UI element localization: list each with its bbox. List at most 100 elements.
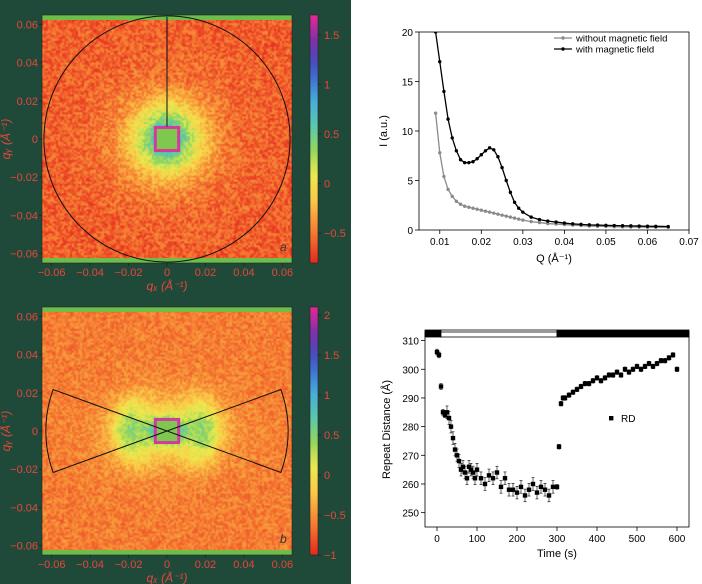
data-point — [521, 218, 525, 222]
colorbar — [309, 306, 319, 556]
data-point — [475, 157, 479, 161]
data-point — [622, 367, 628, 372]
data-point — [529, 219, 533, 224]
data-point — [586, 381, 592, 386]
data-point — [450, 136, 454, 140]
data-point — [554, 484, 560, 490]
saxs-heatmap-b: −0.06 −0.04 −0.02 0 0.02 0.04 0.06 0.06 0.04 0.02… — [0, 292, 351, 584]
data-point — [471, 159, 475, 164]
series-0 — [433, 111, 670, 230]
legend-marker — [609, 416, 614, 421]
data-point — [546, 221, 550, 226]
y-tick-label: −0.04 — [10, 502, 38, 514]
y-tick-label: 0.06 — [17, 20, 38, 32]
data-point — [646, 361, 652, 366]
data-point — [606, 372, 612, 378]
data-point — [462, 160, 467, 165]
data-point — [654, 224, 658, 229]
y-tick-label: 0.04 — [17, 350, 38, 362]
x-tick-label: 0.06 — [272, 267, 293, 279]
legend-label: with magnetic field — [575, 45, 654, 56]
x-axis-label: qₓ (Å⁻¹) — [147, 278, 188, 292]
data-point — [537, 220, 542, 225]
data-point — [658, 358, 664, 363]
detector-edge-bottom — [42, 258, 292, 263]
x-tick-label: 0 — [434, 534, 440, 545]
field-bar-on — [556, 329, 690, 338]
colorbar-tick-label: −0.5 — [324, 228, 346, 240]
y-tick-label: 290 — [402, 394, 419, 405]
colorbar-tick-label: 0.5 — [324, 430, 339, 442]
detector-edge-top — [42, 307, 292, 312]
sector-right — [165, 388, 289, 474]
data-point — [438, 151, 442, 155]
intensity-line-chart: 0.01 0.02 0.03 0.04 0.05 0.06 0.07 0 5 10 15 20 Q (Å… — [351, 0, 702, 292]
x-tick-label: 100 — [469, 534, 486, 545]
data-point — [440, 410, 446, 415]
colorbar-tick-label: 1 — [324, 390, 330, 402]
data-point — [626, 369, 632, 375]
y-tick-label: 20 — [402, 28, 414, 39]
data-point — [637, 224, 641, 228]
x-tick-label: 300 — [549, 534, 566, 545]
y-tick-label: −0.04 — [10, 210, 38, 222]
field-bar-on — [424, 329, 442, 338]
x-tick-label: 0.07 — [679, 237, 699, 248]
colorbar-tick-label: −0.5 — [324, 510, 346, 522]
data-point — [587, 223, 592, 227]
data-point — [566, 392, 572, 398]
data-point — [460, 464, 466, 469]
data-point — [645, 224, 650, 228]
data-point — [614, 369, 620, 375]
y-axis-label: I (a.u.) — [378, 115, 390, 147]
data-point — [475, 207, 479, 211]
y-tick-label: 0.02 — [17, 96, 38, 108]
y-tick-label: 0 — [32, 134, 38, 146]
data-point — [450, 194, 454, 199]
heatmap-svg: −0.06 −0.04 −0.02 0 0.02 0.04 0.06 0.06 0.04 0.02… — [0, 0, 351, 293]
y-tick-label: −0.06 — [10, 248, 38, 260]
data-point — [595, 223, 600, 227]
data-point — [666, 224, 670, 229]
data-point — [454, 199, 459, 203]
y-axis-label: qᵧ (Å⁻¹) — [0, 119, 13, 160]
data-point — [590, 378, 596, 383]
colorbar-tick-label: 0 — [324, 470, 330, 482]
data-point — [446, 415, 452, 421]
data-point — [504, 178, 508, 183]
y-tick-label: 270 — [402, 451, 419, 462]
data-point — [492, 148, 496, 152]
y-tick-label: 310 — [402, 337, 419, 348]
x-tick-label: 200 — [509, 534, 526, 545]
data-point — [521, 210, 525, 214]
scatter-chart-svg: 0 100 200 300 400 500 600 250 260 270 280 290 300 310… — [380, 329, 690, 560]
data-point — [446, 117, 450, 121]
series-1 — [433, 32, 670, 229]
x-tick-label: −0.02 — [115, 267, 143, 279]
data-point — [554, 220, 558, 224]
beamstop — [156, 128, 178, 150]
rd-series — [434, 348, 680, 503]
data-point — [433, 32, 438, 34]
x-tick-label: −0.04 — [76, 559, 104, 571]
data-point — [630, 367, 636, 372]
x-tick-label: 0.06 — [638, 237, 658, 248]
y-tick-label: 5 — [407, 177, 413, 188]
data-point — [650, 364, 656, 369]
data-point — [574, 387, 580, 392]
data-point — [464, 476, 470, 481]
data-point — [496, 212, 500, 216]
x-tick-label: 0.02 — [195, 559, 216, 571]
data-point — [570, 222, 575, 226]
data-point — [472, 476, 478, 481]
colorbar-tick-label: −1 — [324, 550, 337, 562]
data-point — [446, 187, 450, 192]
data-point — [506, 487, 512, 492]
legend-marker — [561, 47, 565, 51]
data-point — [604, 223, 608, 228]
data-point — [434, 349, 440, 355]
data-point — [512, 216, 517, 220]
sector-left — [45, 388, 169, 474]
data-point — [546, 219, 550, 223]
legend-label: without magnetic field — [575, 34, 667, 45]
